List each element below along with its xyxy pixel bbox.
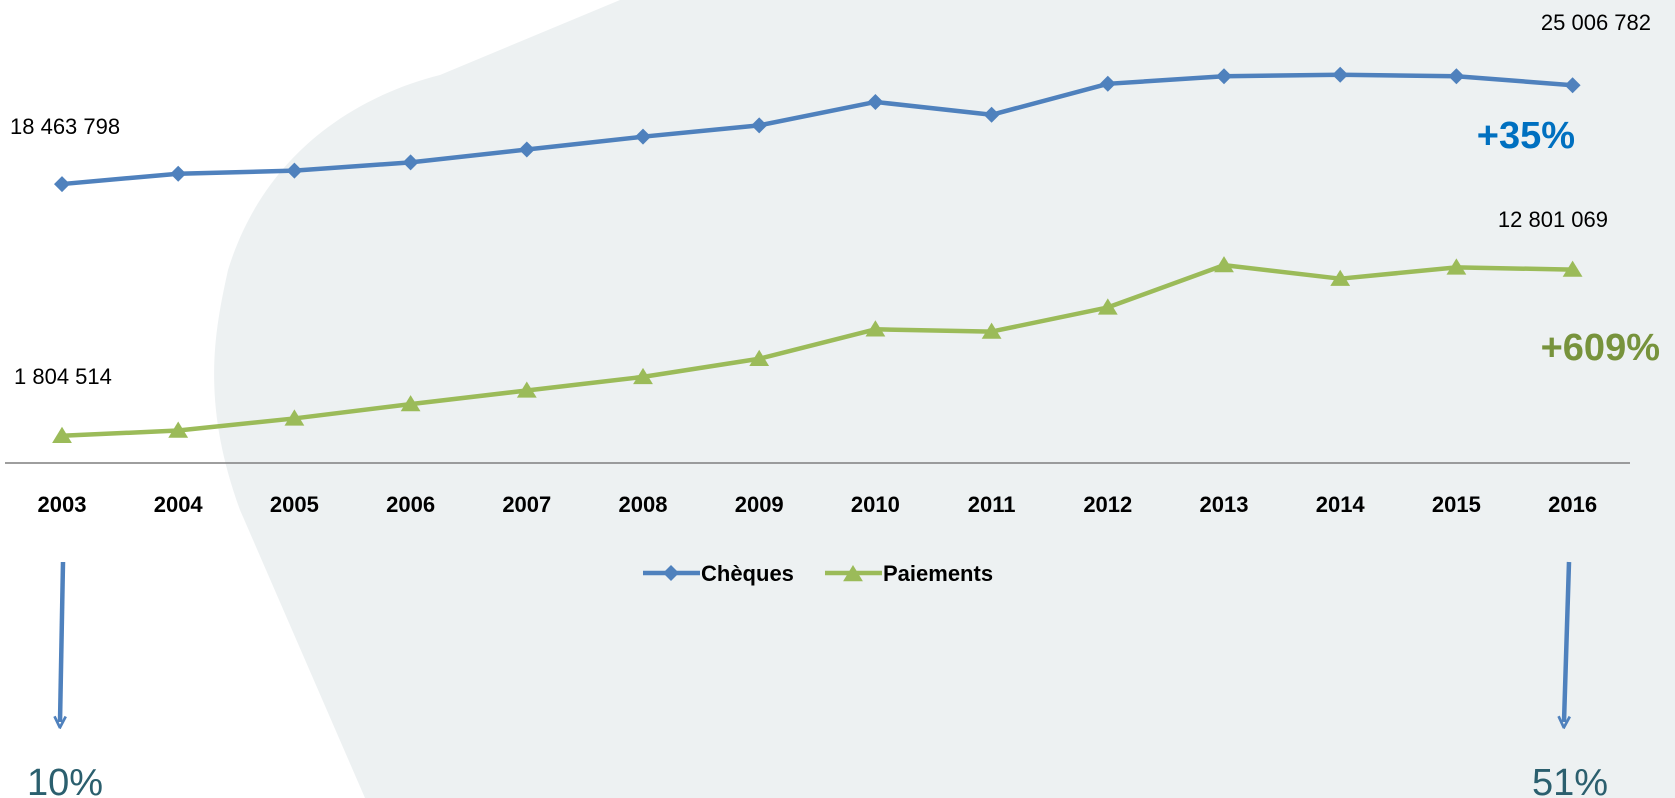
- data-point-cheques-2006: [402, 154, 419, 171]
- legend-marker-cheques: [663, 565, 679, 581]
- x-tick-label-2008: 2008: [619, 492, 668, 517]
- legend: Chèques Paiements: [643, 561, 993, 586]
- data-point-paiements-2016: [1562, 260, 1583, 277]
- series-markers-cheques: [54, 66, 1581, 193]
- x-tick-label-2012: 2012: [1083, 492, 1132, 517]
- data-label-paiements-end: 12 801 069: [1498, 207, 1608, 232]
- x-tick-label-2004: 2004: [154, 492, 204, 517]
- legend-item-cheques: Chèques: [643, 561, 794, 586]
- data-point-cheques-2007: [518, 141, 535, 158]
- x-tick-label-2005: 2005: [270, 492, 319, 517]
- growth-label-paiements: +609%: [1541, 327, 1660, 369]
- share-label-2003: 10%: [27, 762, 103, 798]
- data-point-cheques-2005: [286, 162, 303, 179]
- growth-label-cheques: +35%: [1477, 115, 1575, 157]
- data-point-paiements-2005: [284, 409, 305, 426]
- data-point-paiements-2011: [981, 322, 1002, 339]
- data-point-cheques-2013: [1216, 68, 1232, 85]
- data-point-paiements-2008: [633, 367, 653, 385]
- data-point-paiements-2010: [865, 320, 886, 337]
- x-tick-label-2016: 2016: [1548, 492, 1597, 517]
- data-point-paiements-2006: [400, 395, 421, 412]
- legend-marker-paiements: [843, 565, 863, 582]
- share-label-2016: 51%: [1532, 762, 1608, 798]
- x-tick-label-2010: 2010: [851, 492, 900, 517]
- data-point-cheques-2011: [983, 106, 1000, 123]
- background-shape: [214, 0, 1675, 798]
- x-tick-label-2006: 2006: [386, 492, 435, 517]
- legend-label-cheques: Chèques: [701, 561, 794, 586]
- data-point-paiements-2014: [1330, 269, 1351, 286]
- legend-label-paiements: Paiements: [883, 561, 993, 586]
- data-point-paiements-2003: [52, 426, 72, 443]
- data-point-cheques-2016: [1564, 77, 1581, 94]
- data-point-cheques-2009: [751, 117, 768, 134]
- series-line-paiements: [61, 262, 1573, 438]
- data-point-paiements-2004: [168, 421, 189, 438]
- data-point-paiements-2013: [1214, 256, 1234, 273]
- data-point-cheques-2003: [54, 176, 70, 193]
- data-point-cheques-2008: [635, 128, 651, 145]
- data-point-paiements-2007: [516, 381, 537, 398]
- data-point-cheques-2010: [867, 93, 884, 110]
- arrow-down-icon: [60, 561, 63, 722]
- data-point-cheques-2004: [170, 165, 187, 182]
- series-line-cheques: [61, 72, 1573, 187]
- data-label-cheques-start: 18 463 798: [10, 114, 120, 139]
- data-label-cheques-end: 25 006 782: [1541, 10, 1651, 35]
- x-tick-label-2011: 2011: [968, 492, 1016, 517]
- data-point-paiements-2009: [749, 349, 770, 366]
- data-point-cheques-2014: [1332, 66, 1349, 83]
- data-point-cheques-2012: [1099, 75, 1116, 92]
- arrow-down-icon: [1564, 561, 1572, 722]
- data-label-paiements-start: 1 804 514: [14, 364, 112, 389]
- data-point-paiements-2012: [1097, 298, 1118, 315]
- data-point-cheques-2015: [1448, 68, 1465, 85]
- series-markers-paiements: [52, 256, 1583, 443]
- x-tick-label-2015: 2015: [1432, 492, 1481, 517]
- data-point-paiements-2015: [1446, 258, 1467, 275]
- x-tick-label-2014: 2014: [1316, 492, 1366, 517]
- x-tick-label-2003: 2003: [38, 492, 87, 517]
- x-tick-label-2009: 2009: [735, 492, 784, 517]
- x-tick-label-2013: 2013: [1200, 492, 1249, 517]
- legend-item-paiements: Paiements: [825, 561, 993, 586]
- x-tick-label-2007: 2007: [502, 492, 551, 517]
- x-axis-ticks: 2003 2004 2005 2006 2007 2008 2009 2010 2011 2012…: [38, 492, 1598, 517]
